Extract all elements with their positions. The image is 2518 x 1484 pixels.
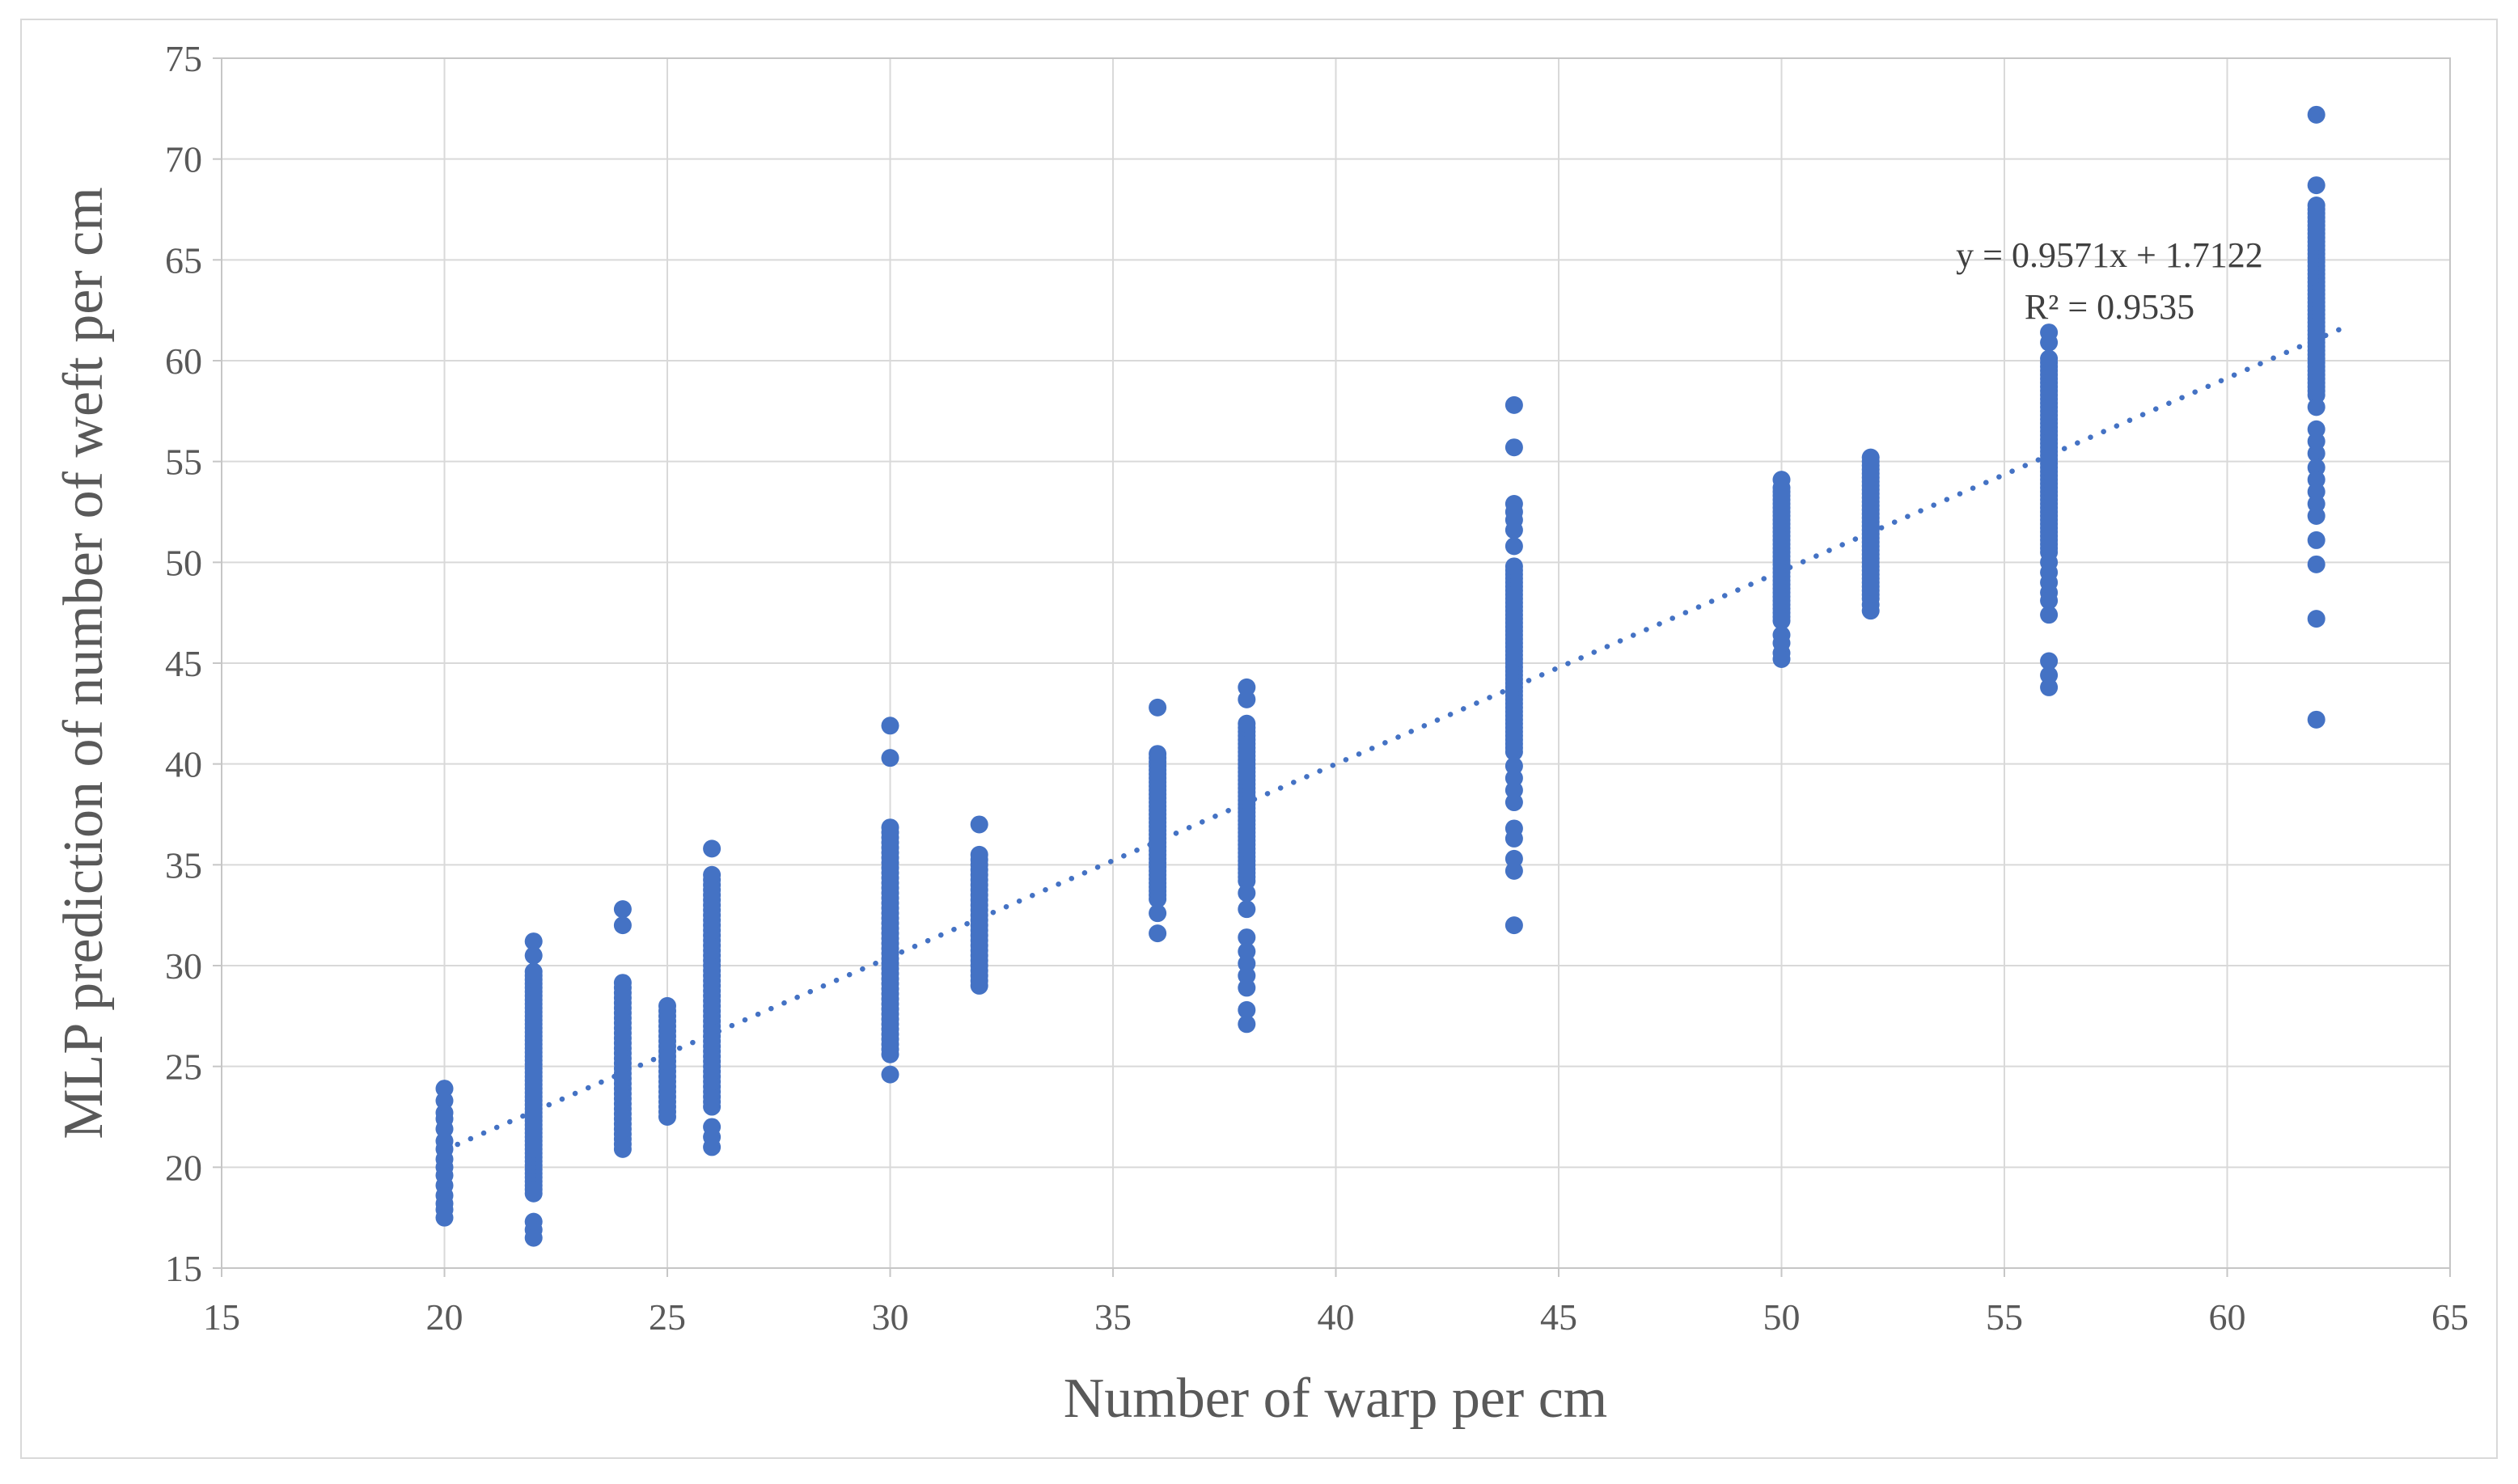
data-point-x62	[2307, 531, 2325, 549]
data-point-x38	[1238, 1015, 1256, 1034]
data-point-x32	[970, 845, 988, 864]
y-tick-label-75: 75	[165, 38, 202, 79]
y-tick-label-40: 40	[165, 744, 202, 785]
data-point-x24	[613, 916, 632, 935]
x-tick-label-40: 40	[1318, 1296, 1355, 1338]
y-tick-label-55: 55	[165, 442, 202, 483]
data-point-x30	[881, 1065, 899, 1084]
data-point-x52	[1861, 602, 1880, 620]
data-point-x30	[881, 749, 899, 767]
x-tick-label-45: 45	[1540, 1296, 1577, 1338]
data-point-x24	[613, 900, 632, 919]
data-point-x36	[1149, 745, 1167, 763]
data-point-x62	[2307, 710, 2325, 729]
y-tick-label-70: 70	[165, 139, 202, 180]
data-point-x38	[1238, 928, 1256, 947]
data-point-x26	[703, 1138, 722, 1156]
data-point-x22	[524, 946, 543, 965]
data-point-x38	[1238, 690, 1256, 708]
data-point-x22	[524, 1228, 543, 1247]
data-point-x44	[1504, 861, 1523, 880]
data-point-x44	[1504, 438, 1523, 457]
data-point-x30	[881, 818, 899, 837]
y-tick-label-60: 60	[165, 340, 202, 382]
trendline-dotted	[442, 325, 2347, 1153]
data-point-x32	[970, 815, 988, 834]
data-point-x25	[658, 996, 676, 1015]
trendline-r2-text: R² = 0.9535	[2024, 286, 2195, 327]
y-tick-label-30: 30	[165, 945, 202, 987]
x-tick-label-15: 15	[203, 1296, 240, 1338]
x-tick-label-65: 65	[2431, 1296, 2469, 1338]
data-point-x56	[2040, 678, 2059, 696]
data-point-x44	[1504, 793, 1523, 812]
data-point-x50	[1772, 650, 1791, 669]
y-axis-title: MLP prediction of number of weft per cm	[53, 187, 115, 1139]
data-point-x26	[703, 865, 722, 884]
y-tick-label-45: 45	[165, 643, 202, 684]
data-point-x38	[1238, 884, 1256, 903]
data-point-x22	[524, 932, 543, 951]
data-point-x44	[1504, 521, 1523, 539]
y-tick-label-20: 20	[165, 1147, 202, 1188]
data-point-x36	[1149, 904, 1167, 923]
data-point-x24	[613, 974, 632, 992]
data-point-x56	[2040, 606, 2059, 624]
x-tick-label-30: 30	[872, 1296, 909, 1338]
y-tick-label-15: 15	[165, 1248, 202, 1289]
data-point-x56	[2040, 652, 2059, 670]
data-point-x22	[524, 962, 543, 981]
trendline-equation-text: y = 0.9571x + 1.7122	[1956, 235, 2263, 275]
data-point-x44	[1504, 395, 1523, 414]
data-point-x36	[1149, 698, 1167, 717]
data-point-x38	[1238, 979, 1256, 997]
data-point-x44	[1504, 916, 1523, 935]
figure-border	[20, 19, 2498, 1459]
data-point-x62	[2307, 444, 2325, 463]
x-tick-label-50: 50	[1763, 1296, 1801, 1338]
data-point-x56	[2040, 591, 2059, 610]
data-point-x44	[1504, 537, 1523, 556]
y-tick-label-35: 35	[165, 844, 202, 886]
x-tick-label-55: 55	[1986, 1296, 2023, 1338]
data-point-x62	[2307, 105, 2325, 124]
data-point-x38	[1238, 1000, 1256, 1019]
x-tick-label-20: 20	[426, 1296, 463, 1338]
x-tick-label-35: 35	[1094, 1296, 1132, 1338]
data-point-x26	[703, 839, 722, 858]
x-tick-label-60: 60	[2209, 1296, 2246, 1338]
data-point-x38	[1238, 900, 1256, 919]
data-point-x62	[2307, 398, 2325, 416]
data-point-x62	[2307, 197, 2325, 215]
x-tick-label-25: 25	[649, 1296, 686, 1338]
data-point-x52	[1861, 448, 1880, 467]
data-point-x62	[2307, 610, 2325, 628]
data-point-x50	[1772, 471, 1791, 489]
x-axis-title: Number of warp per cm	[1063, 1368, 1608, 1430]
data-point-x20	[435, 1208, 454, 1227]
y-tick-label-65: 65	[165, 239, 202, 281]
y-tick-label-50: 50	[165, 542, 202, 583]
trendline-annotation: y = 0.9571x + 1.7122 R² = 0.9535	[1956, 230, 2263, 333]
data-point-x62	[2307, 506, 2325, 525]
data-point-x62	[2307, 555, 2325, 573]
data-point-x44	[1504, 829, 1523, 848]
data-point-x56	[2040, 333, 2059, 352]
data-point-x36	[1149, 924, 1167, 943]
data-point-x30	[881, 717, 899, 735]
data-point-x44	[1504, 557, 1523, 576]
data-point-x62	[2307, 176, 2325, 195]
data-point-x56	[2040, 349, 2059, 368]
y-tick-label-25: 25	[165, 1046, 202, 1088]
data-point-x38	[1238, 714, 1256, 733]
